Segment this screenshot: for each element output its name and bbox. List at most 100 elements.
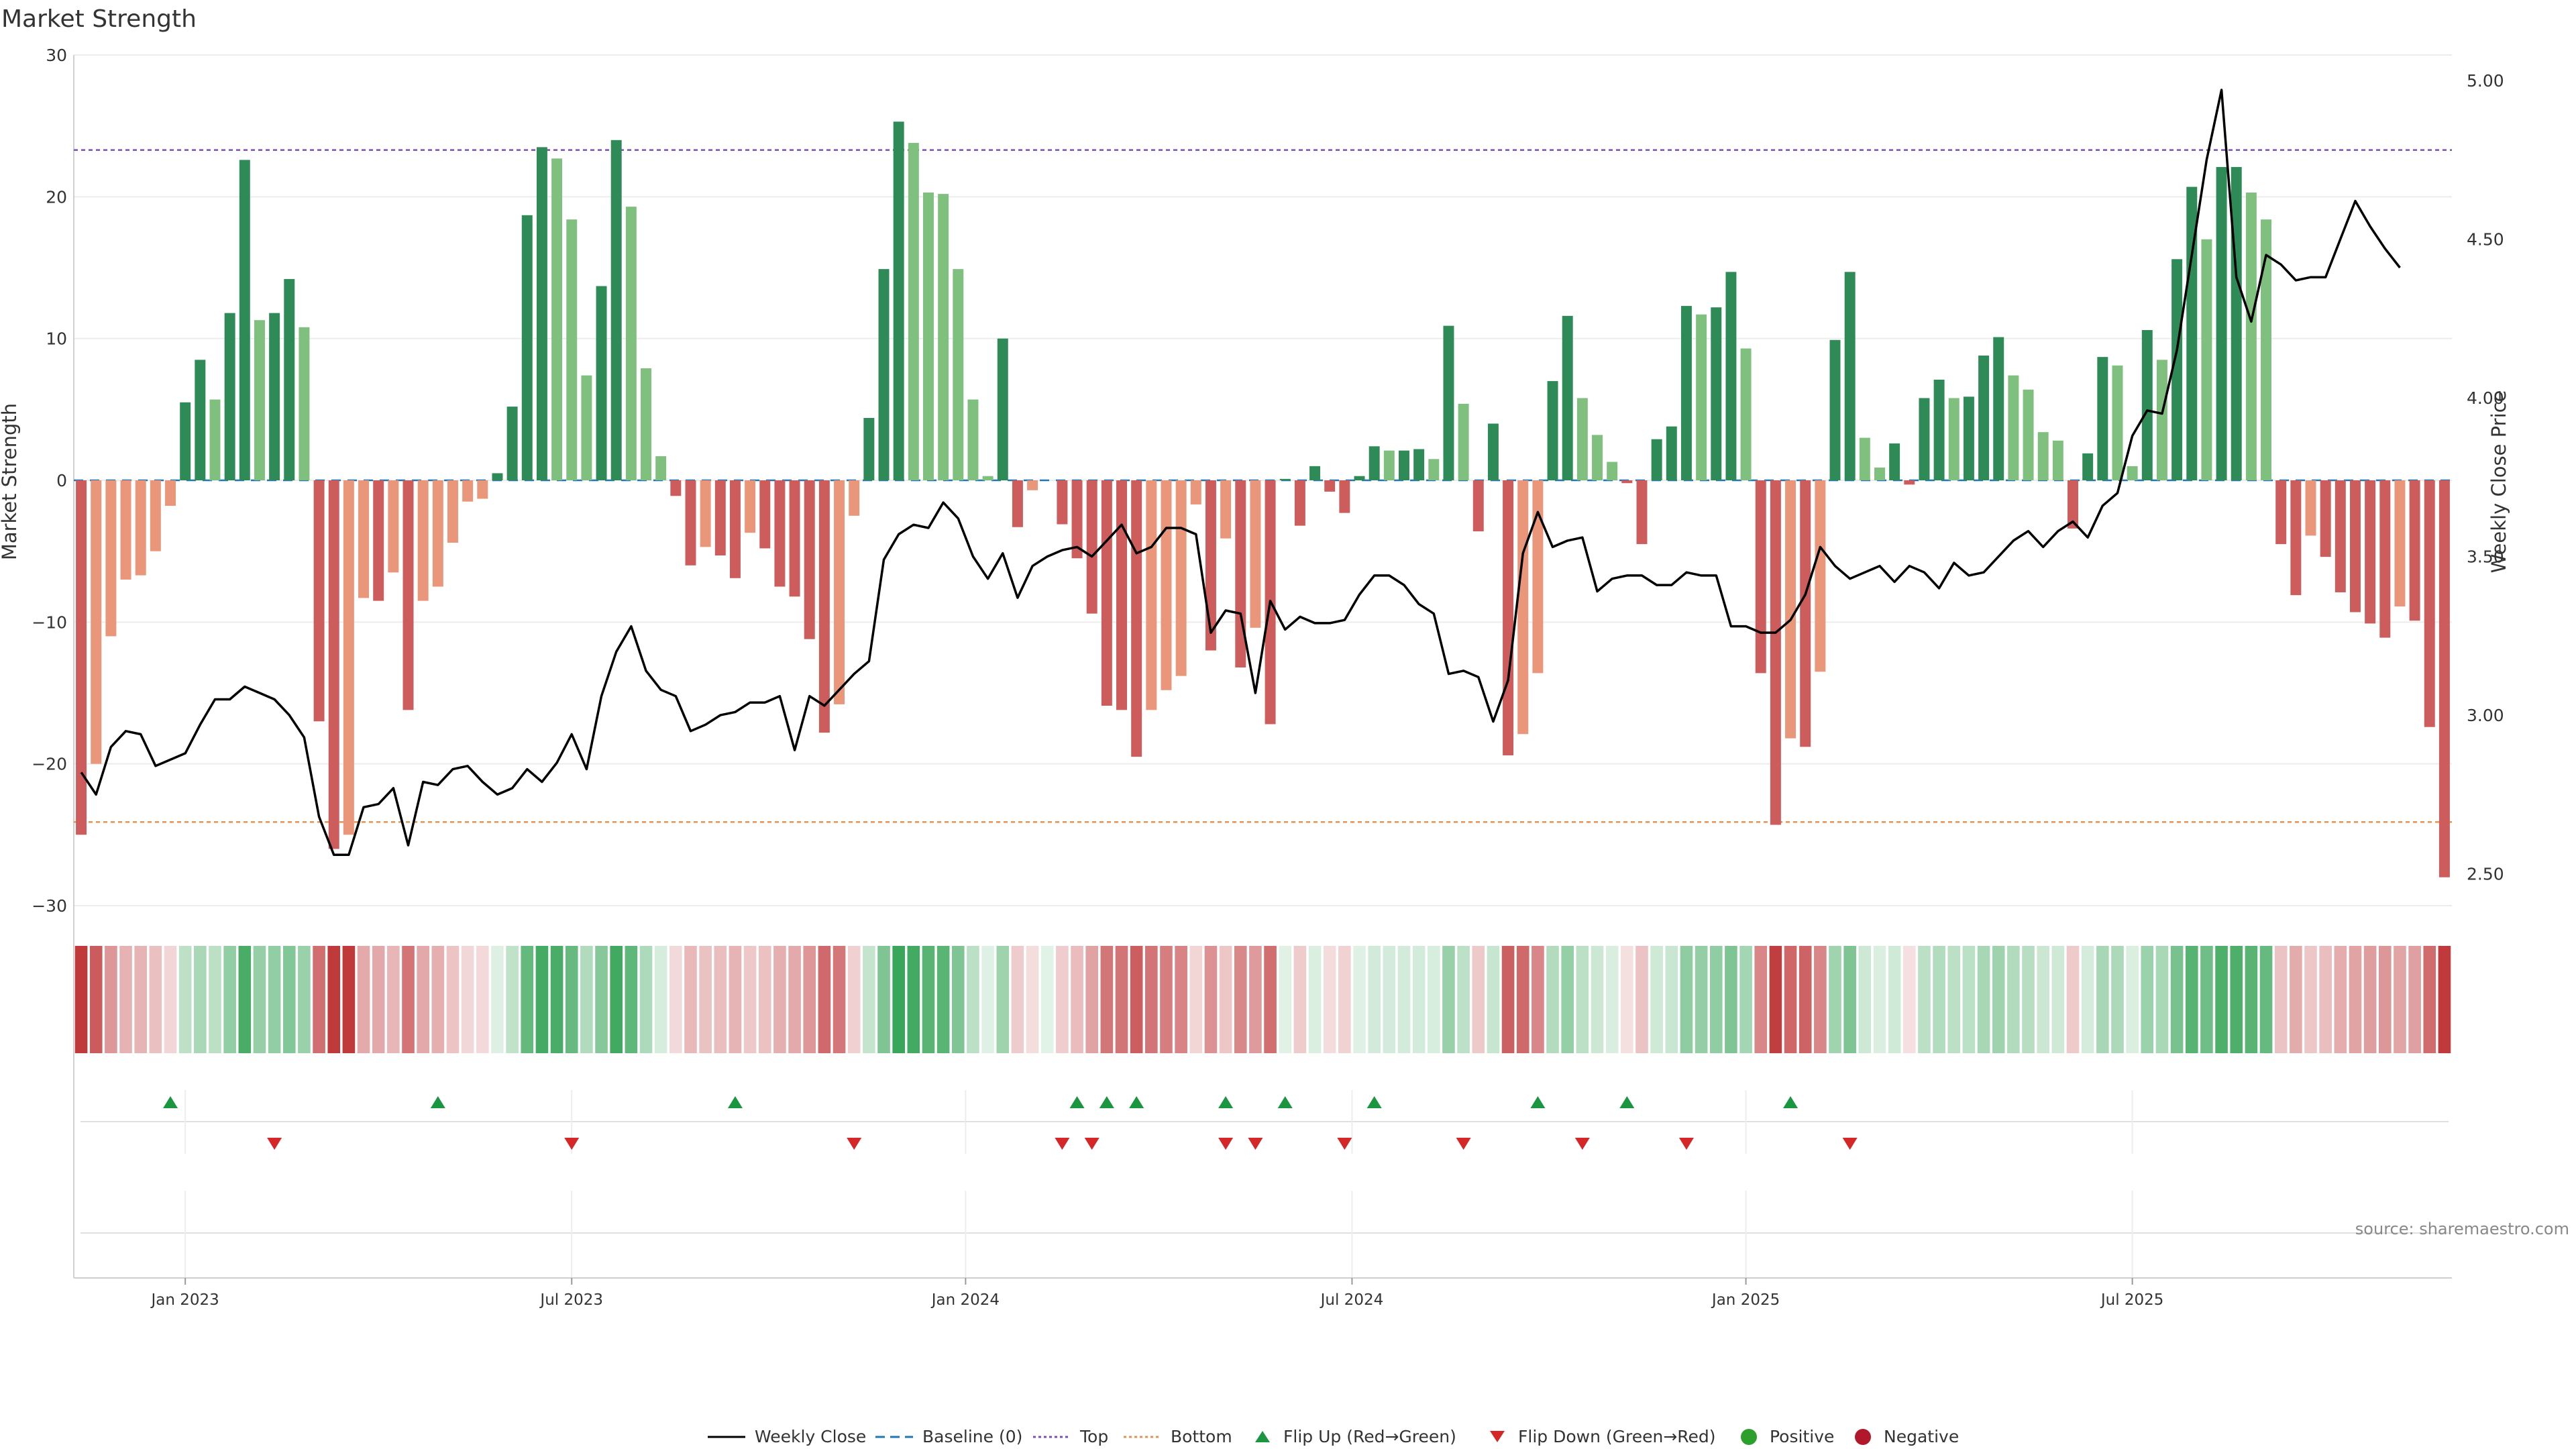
heat-cell [2378, 946, 2392, 1053]
strength-bar [670, 480, 682, 496]
heat-cell [936, 946, 950, 1053]
heat-cell [2155, 946, 2169, 1053]
heat-cell [1754, 946, 1768, 1053]
heat-cell [1056, 946, 1069, 1053]
strength-bar [328, 480, 339, 849]
heat-cell [1487, 946, 1500, 1053]
strength-bar [908, 143, 919, 480]
strength-bar [2305, 480, 2316, 536]
strength-bar [195, 360, 206, 480]
heat-cell [2438, 946, 2451, 1053]
strength-bar [1309, 466, 1321, 480]
heat-cell [2408, 946, 2421, 1053]
heat-cell [1338, 946, 1351, 1053]
flip-up-marker [1129, 1096, 1144, 1108]
heat-cell [119, 946, 132, 1053]
strength-bar [1532, 480, 1544, 674]
legend-swatch [1741, 1429, 1757, 1445]
heat-cell [1532, 946, 1544, 1053]
strength-bar [1651, 439, 1662, 480]
heat-cell [803, 946, 816, 1053]
strength-bar [343, 480, 354, 835]
heat-cell [877, 946, 890, 1053]
x-tick-label: Jan 2024 [930, 1291, 1000, 1309]
strength-bar [2231, 166, 2242, 480]
heat-cell [2007, 946, 2020, 1053]
strength-bar [1428, 459, 1440, 480]
strength-bar [313, 480, 325, 722]
legend-item: Positive [1741, 1427, 1834, 1446]
legend-item: Bottom [1124, 1427, 1232, 1446]
strength-bar [2097, 357, 2108, 480]
heat-cell [194, 946, 207, 1053]
heat-cell [1219, 946, 1232, 1053]
strength-bar [2112, 365, 2123, 480]
right-tick-label: 4.50 [2467, 229, 2504, 249]
strength-bar [1607, 462, 1618, 480]
heat-cell [981, 946, 994, 1053]
flip-up-marker [430, 1096, 445, 1108]
strength-bar [402, 480, 414, 710]
heat-cell [1977, 946, 1990, 1053]
heat-cell [1501, 946, 1515, 1053]
heat-cell [2185, 946, 2198, 1053]
strength-bar [135, 480, 146, 576]
strength-bar [967, 399, 979, 480]
heat-cell [313, 946, 325, 1053]
strength-bar [1874, 467, 1885, 480]
heat-cell [2215, 946, 2228, 1053]
strength-bar [1755, 480, 1766, 674]
strength-bar [1517, 480, 1529, 735]
heat-cell [238, 946, 252, 1053]
heat-cell [699, 946, 712, 1053]
strength-bar [610, 140, 622, 481]
strength-bar [700, 480, 711, 547]
flip-down-marker [1055, 1138, 1070, 1150]
heat-cell [1040, 946, 1054, 1053]
strength-bar [1948, 398, 1960, 480]
heat-cell [476, 946, 489, 1053]
heat-cell [1442, 946, 1455, 1053]
strength-bar [1889, 443, 1900, 480]
strength-bar [1621, 480, 1633, 484]
heat-cell [1293, 946, 1307, 1053]
heat-cell [892, 946, 905, 1053]
strength-bar [1279, 478, 1291, 480]
legend-label: Flip Down (Green→Red) [1518, 1427, 1716, 1446]
legend-label: Top [1079, 1427, 1108, 1446]
strength-bar [477, 480, 488, 499]
heat-cell [2274, 946, 2288, 1053]
left-tick-label: 30 [46, 46, 67, 65]
heat-cell [1189, 946, 1203, 1053]
heat-cell [1160, 946, 1173, 1053]
heat-cell [2394, 946, 2406, 1053]
heat-cell [372, 946, 385, 1053]
strength-bar [521, 215, 533, 480]
strength-bar [1012, 480, 1023, 527]
heat-cell [402, 946, 415, 1053]
strength-bar [2156, 360, 2167, 480]
strength-bar [729, 480, 741, 578]
strength-bar [1101, 480, 1112, 706]
legend-label: Weekly Close [755, 1427, 866, 1446]
strength-bar [551, 158, 563, 481]
strength-heat-strip [74, 946, 2451, 1053]
strength-bar [373, 480, 384, 601]
strength-bar [1146, 480, 1157, 710]
heat-cell [446, 946, 460, 1053]
heat-cell [847, 946, 861, 1053]
heat-cell [506, 946, 519, 1053]
heat-cell [907, 946, 920, 1053]
strength-bar [1131, 480, 1142, 757]
heat-cell [1383, 946, 1396, 1053]
strength-bar [1027, 480, 1038, 490]
strength-bar [76, 480, 87, 835]
legend-item: Flip Up (Red→Green) [1255, 1427, 1456, 1446]
legend-label: Flip Up (Red→Green) [1283, 1427, 1456, 1446]
heat-cell [863, 946, 875, 1053]
strength-bar [1993, 337, 2004, 480]
heat-cell [2230, 946, 2243, 1053]
strength-bar [2290, 480, 2302, 596]
heat-cell [282, 946, 296, 1053]
heat-cell [1397, 946, 1411, 1053]
